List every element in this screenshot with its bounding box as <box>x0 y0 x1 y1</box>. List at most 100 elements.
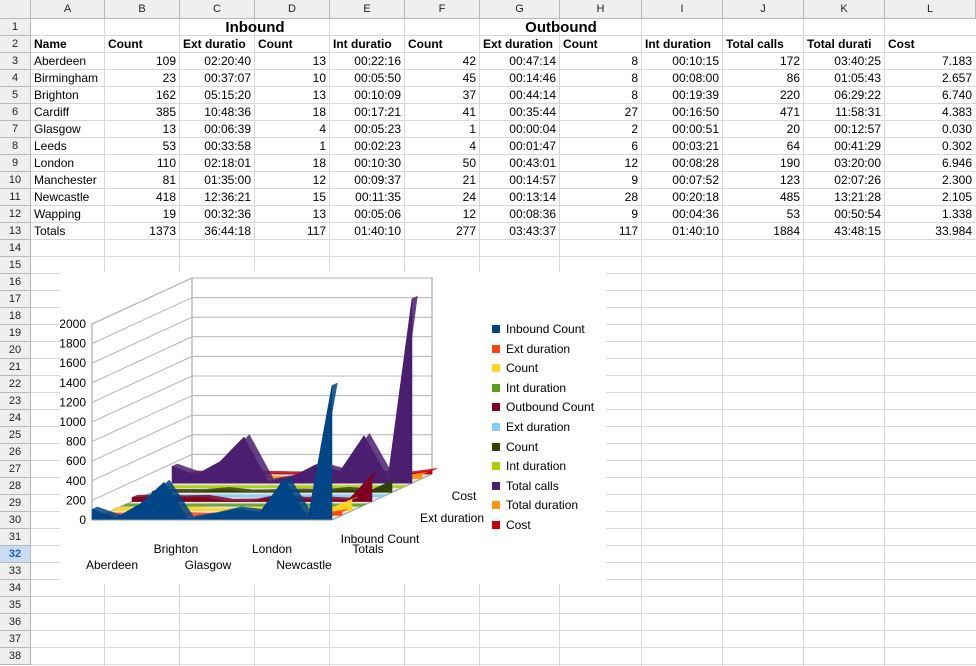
value-cell[interactable]: 11:58:31 <box>835 105 881 119</box>
value-cell[interactable]: 00:33:58 <box>204 139 251 153</box>
value-cell[interactable]: 86 <box>786 71 800 85</box>
value-cell[interactable]: 00:05:50 <box>354 71 401 85</box>
value-cell[interactable]: 00:50:54 <box>834 207 881 221</box>
value-cell[interactable]: 01:05:43 <box>834 71 881 85</box>
row-header-26[interactable]: 26 <box>0 444 31 461</box>
value-cell[interactable]: 02:18:01 <box>204 156 251 170</box>
value-cell[interactable]: 13 <box>312 54 326 68</box>
column-header-h[interactable]: H <box>560 0 642 19</box>
column-header-c[interactable]: C <box>180 0 255 19</box>
value-cell[interactable]: 00:08:28 <box>672 156 719 170</box>
value-cell[interactable]: 13 <box>312 207 326 221</box>
row-header-5[interactable]: 5 <box>0 87 31 104</box>
value-cell[interactable]: 12 <box>624 156 638 170</box>
row-header-35[interactable]: 35 <box>0 597 31 614</box>
value-cell[interactable]: 00:47:14 <box>509 54 556 68</box>
value-cell[interactable]: 117 <box>306 224 326 238</box>
column-header-j[interactable]: J <box>723 0 804 19</box>
header-cell[interactable]: Ext duratio <box>183 37 246 51</box>
value-cell[interactable]: 110 <box>156 156 176 170</box>
value-cell[interactable]: 06:29:22 <box>834 88 881 102</box>
value-cell[interactable]: 00:04:36 <box>672 207 719 221</box>
value-cell[interactable]: 123 <box>779 173 800 187</box>
row-header-25[interactable]: 25 <box>0 427 31 444</box>
name-cell[interactable]: Cardiff <box>34 105 70 119</box>
value-cell[interactable]: 00:11:35 <box>355 190 401 204</box>
row-header-7[interactable]: 7 <box>0 121 31 138</box>
header-cell[interactable]: Int duration <box>645 37 711 51</box>
value-cell[interactable]: 485 <box>779 190 800 204</box>
row-header-32[interactable]: 32 <box>0 546 31 563</box>
value-cell[interactable]: 13:21:28 <box>834 190 881 204</box>
value-cell[interactable]: 27 <box>624 105 638 119</box>
value-cell[interactable]: 19 <box>162 207 176 221</box>
value-cell[interactable]: 117 <box>618 224 638 238</box>
row-header-3[interactable]: 3 <box>0 53 31 70</box>
value-cell[interactable]: 23 <box>162 71 176 85</box>
value-cell[interactable]: 2.300 <box>941 173 972 187</box>
value-cell[interactable]: 00:05:23 <box>354 122 401 136</box>
row-header-4[interactable]: 4 <box>0 70 31 87</box>
value-cell[interactable]: 20 <box>786 122 800 136</box>
column-header-i[interactable]: I <box>642 0 723 19</box>
value-cell[interactable]: 418 <box>155 190 176 204</box>
name-cell[interactable]: Totals <box>34 224 66 238</box>
value-cell[interactable]: 9 <box>631 173 638 187</box>
row-header-17[interactable]: 17 <box>0 291 31 308</box>
value-cell[interactable]: 21 <box>462 173 476 187</box>
value-cell[interactable]: 6 <box>631 139 638 153</box>
value-cell[interactable]: 8 <box>631 71 638 85</box>
value-cell[interactable]: 43:48:15 <box>834 224 881 238</box>
value-cell[interactable]: 13 <box>312 88 326 102</box>
header-cell[interactable]: Name <box>34 37 67 51</box>
value-cell[interactable]: 00:09:37 <box>354 173 401 187</box>
name-cell[interactable]: Manchester <box>34 173 97 187</box>
row-header-36[interactable]: 36 <box>0 614 31 631</box>
name-cell[interactable]: Wapping <box>34 207 81 221</box>
value-cell[interactable]: 53 <box>162 139 176 153</box>
value-cell[interactable]: 00:22:16 <box>354 54 401 68</box>
value-cell[interactable]: 18 <box>312 105 326 119</box>
value-cell[interactable]: 10 <box>312 71 326 85</box>
value-cell[interactable]: 1 <box>469 122 476 136</box>
row-header-19[interactable]: 19 <box>0 325 31 342</box>
value-cell[interactable]: 02:07:26 <box>834 173 881 187</box>
value-cell[interactable]: 03:20:00 <box>834 156 881 170</box>
value-cell[interactable]: 0.302 <box>941 139 972 153</box>
row-header-20[interactable]: 20 <box>0 342 31 359</box>
row-header-9[interactable]: 9 <box>0 155 31 172</box>
header-cell[interactable]: Count <box>563 37 598 51</box>
row-header-38[interactable]: 38 <box>0 648 31 665</box>
value-cell[interactable]: 03:40:25 <box>834 54 881 68</box>
name-cell[interactable]: Aberdeen <box>34 54 87 68</box>
row-header-14[interactable]: 14 <box>0 240 31 257</box>
value-cell[interactable]: 01:35:00 <box>204 173 251 187</box>
value-cell[interactable]: 00:14:46 <box>509 71 556 85</box>
value-cell[interactable]: 109 <box>155 54 176 68</box>
value-cell[interactable]: 12 <box>312 173 326 187</box>
value-cell[interactable]: 41 <box>462 105 476 119</box>
value-cell[interactable]: 00:03:21 <box>672 139 719 153</box>
select-all-corner[interactable] <box>0 0 31 19</box>
value-cell[interactable]: 00:10:30 <box>354 156 401 170</box>
value-cell[interactable]: 220 <box>779 88 800 102</box>
value-cell[interactable]: 00:44:14 <box>509 88 556 102</box>
row-header-15[interactable]: 15 <box>0 257 31 274</box>
row-header-28[interactable]: 28 <box>0 478 31 495</box>
value-cell[interactable]: 13 <box>162 122 176 136</box>
value-cell[interactable]: 00:12:57 <box>834 122 881 136</box>
name-cell[interactable]: Glasgow <box>34 122 81 136</box>
value-cell[interactable]: 53 <box>786 207 800 221</box>
value-cell[interactable]: 81 <box>162 173 176 187</box>
value-cell[interactable]: 00:43:01 <box>509 156 556 170</box>
value-cell[interactable]: 6.946 <box>941 156 972 170</box>
value-cell[interactable]: 00:06:39 <box>204 122 251 136</box>
value-cell[interactable]: 00:14:57 <box>509 173 556 187</box>
value-cell[interactable]: 00:02:23 <box>354 139 401 153</box>
row-header-8[interactable]: 8 <box>0 138 31 155</box>
row-header-33[interactable]: 33 <box>0 563 31 580</box>
row-header-2[interactable]: 2 <box>0 36 31 53</box>
value-cell[interactable]: 00:19:39 <box>672 88 719 102</box>
value-cell[interactable]: 471 <box>779 105 800 119</box>
value-cell[interactable]: 1 <box>319 139 326 153</box>
